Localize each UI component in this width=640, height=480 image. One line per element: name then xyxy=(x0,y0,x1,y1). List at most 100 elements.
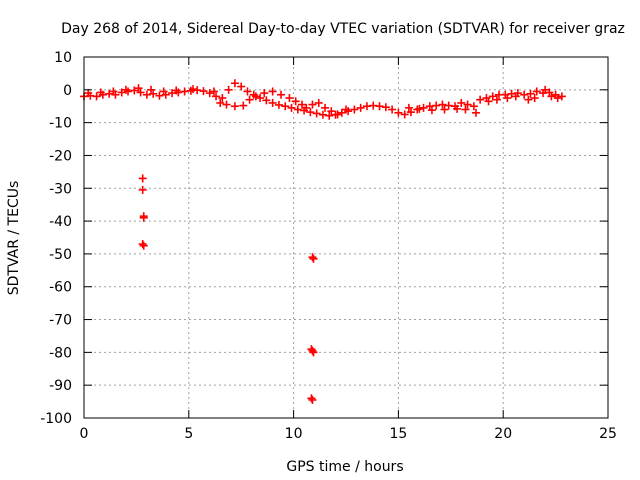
data-point xyxy=(404,103,413,112)
y-tick-label: -10 xyxy=(49,116,72,132)
data-point xyxy=(256,94,265,103)
y-tick-label: -100 xyxy=(40,411,72,427)
data-point xyxy=(262,96,271,105)
data-point xyxy=(222,100,231,109)
data-point xyxy=(138,174,147,183)
data-point xyxy=(541,85,550,94)
data-point xyxy=(342,105,350,114)
data-point xyxy=(440,105,449,114)
data-point xyxy=(308,100,317,109)
data-point xyxy=(453,104,462,113)
data-point xyxy=(243,87,252,96)
tick-layer: 0 5 10 15 20 25 10 0 -10 -20 -30 -40 -50 -60 -70 -80 -90… xyxy=(40,50,617,442)
data-point xyxy=(438,100,447,109)
data-point xyxy=(524,95,533,104)
data-point xyxy=(117,88,126,97)
data-point xyxy=(251,92,260,101)
data-point xyxy=(230,79,239,88)
data-point xyxy=(307,394,316,403)
data-point xyxy=(245,95,254,104)
data-point xyxy=(121,85,130,94)
data-point xyxy=(172,86,181,95)
data-point xyxy=(471,108,480,117)
data-point xyxy=(188,85,197,94)
data-point xyxy=(297,100,306,109)
data-point xyxy=(277,90,286,99)
data-point xyxy=(218,94,227,103)
data-point xyxy=(268,98,277,107)
y-tick-label: -20 xyxy=(49,148,72,164)
data-point xyxy=(306,108,315,117)
data-point xyxy=(92,92,101,101)
plot-border xyxy=(83,56,609,419)
data-point xyxy=(469,102,478,111)
data-point xyxy=(327,107,336,116)
data-point xyxy=(557,92,566,101)
x-tick-label: 5 xyxy=(184,426,193,442)
data-point xyxy=(333,110,342,119)
data-point xyxy=(287,103,296,112)
data-point xyxy=(532,87,541,96)
data-point xyxy=(105,89,114,98)
data-point xyxy=(476,95,485,104)
y-tick-label: -80 xyxy=(49,345,72,361)
series-secondary-trace xyxy=(84,84,562,119)
data-point xyxy=(309,254,318,263)
data-point xyxy=(503,94,512,103)
data-point xyxy=(492,95,501,104)
data-point xyxy=(488,92,497,101)
data-point xyxy=(432,101,441,110)
data-point xyxy=(291,97,300,106)
data-point xyxy=(147,85,156,94)
data-point xyxy=(237,82,246,91)
x-tick-label: 25 xyxy=(599,426,617,442)
x-tick-label: 10 xyxy=(285,426,303,442)
data-point xyxy=(281,102,290,111)
grid-layer xyxy=(84,57,608,418)
y-tick-label: -60 xyxy=(49,280,72,296)
data-point xyxy=(553,94,562,103)
data-point xyxy=(400,110,409,119)
data-point xyxy=(419,103,428,112)
data-point xyxy=(388,105,397,114)
data-point xyxy=(138,240,147,249)
y-tick-label: -30 xyxy=(49,181,72,197)
data-point xyxy=(511,92,520,101)
data-point xyxy=(209,87,218,96)
data-point xyxy=(216,98,225,107)
data-point xyxy=(526,89,535,98)
data-point xyxy=(155,91,164,100)
data-point xyxy=(312,109,321,118)
chart-title: Day 268 of 2014, Sidereal Day-to-day VTE… xyxy=(61,21,625,37)
data-point xyxy=(457,98,466,107)
data-point xyxy=(308,395,317,404)
data-point xyxy=(139,241,148,250)
data-point xyxy=(285,94,294,103)
x-axis-title: GPS time / hours xyxy=(286,459,403,475)
data-point xyxy=(230,102,239,111)
data-point xyxy=(138,185,147,194)
data-point xyxy=(308,253,317,262)
data-point xyxy=(356,103,365,112)
data-point xyxy=(274,100,283,109)
data-point xyxy=(224,85,233,94)
data-point xyxy=(109,87,118,96)
y-tick-label: 10 xyxy=(54,50,72,66)
y-tick-label: 0 xyxy=(63,83,72,99)
data-point xyxy=(325,111,334,120)
data-point xyxy=(427,106,436,115)
data-point xyxy=(199,87,208,96)
data-point xyxy=(350,105,359,114)
y-tick-label: -90 xyxy=(49,378,72,394)
data-point xyxy=(318,110,327,119)
data-point xyxy=(134,84,143,93)
data-point xyxy=(381,103,390,112)
data-point xyxy=(309,348,318,357)
data-point xyxy=(130,86,139,95)
data-point xyxy=(321,103,330,112)
data-point xyxy=(394,108,403,117)
x-tick-label: 15 xyxy=(389,426,407,442)
data-point xyxy=(520,90,529,99)
